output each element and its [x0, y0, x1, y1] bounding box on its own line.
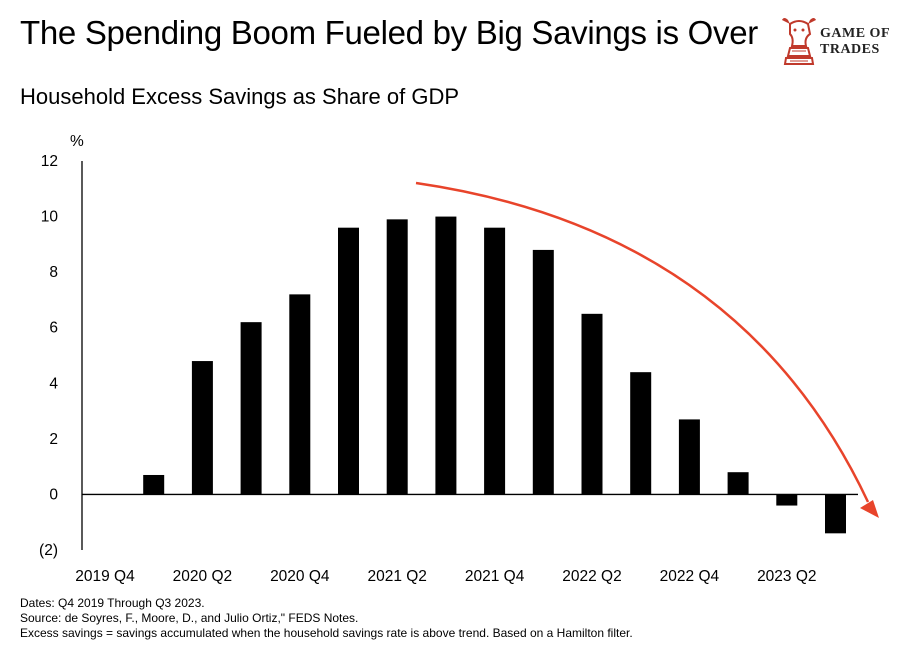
footnote-definition: Excess savings = savings accumulated whe…: [20, 626, 633, 640]
bar: [191, 361, 213, 495]
footnote-source: Source: de Soyres, F., Moore, D., and Ju…: [20, 611, 359, 625]
trend-arrow-line: [415, 181, 870, 503]
bar: [776, 494, 798, 506]
bar: [727, 472, 749, 495]
y-tick-label: 4: [49, 375, 58, 392]
bar: [240, 322, 262, 495]
y-tick-label: 2: [49, 431, 58, 448]
bar: [678, 419, 700, 495]
x-axis: 2019 Q4 2020 Q2 2020 Q4 2021 Q2 2021 Q4 2022 …: [75, 493, 858, 585]
bar: [143, 474, 165, 495]
game-of-trades-logo: GAME OF TRADES: [780, 14, 892, 74]
y-axis-unit: %: [70, 133, 84, 150]
bar: [532, 249, 554, 495]
y-tick-label: (2): [39, 542, 58, 559]
x-tick-label: 2023 Q2: [757, 568, 816, 585]
footnote-dates: Dates: Q4 2019 Through Q3 2023.: [20, 596, 205, 610]
bar: [386, 219, 408, 495]
x-tick-label: 2019 Q4: [75, 568, 135, 585]
y-tick-label: 10: [41, 209, 59, 226]
x-tick-label: 2020 Q2: [173, 568, 232, 585]
chart-title: The Spending Boom Fueled by Big Savings …: [20, 14, 758, 51]
bars: [143, 216, 846, 534]
y-tick-label: 8: [49, 264, 58, 281]
x-tick-label: 2021 Q2: [367, 568, 426, 585]
logo-text-line2: TRADES: [820, 42, 880, 57]
bar: [435, 216, 457, 495]
trend-arrow: [415, 181, 879, 518]
x-tick-label: 2022 Q4: [660, 568, 720, 585]
y-tick-label: 12: [41, 153, 58, 170]
bar: [484, 227, 506, 495]
bar: [289, 294, 311, 495]
x-tick-label: 2021 Q4: [465, 568, 525, 585]
y-tick-label: 6: [49, 320, 58, 337]
bar-chart: % 12 10 8 6 4 2 0 (2) 2019 Q4 2020 Q2 2020 Q4 2021 …: [39, 133, 879, 585]
bull-chess-knight-icon: [782, 18, 816, 65]
bar: [630, 372, 652, 495]
bar: [825, 494, 846, 534]
y-axis: % 12 10 8 6 4 2 0 (2): [39, 133, 84, 559]
logo-text-line1: GAME OF: [820, 26, 890, 41]
y-tick-label: 0: [49, 486, 58, 503]
bar: [581, 313, 603, 495]
bar: [338, 227, 359, 495]
x-tick-label: 2020 Q4: [270, 568, 330, 585]
chart-subtitle: Household Excess Savings as Share of GDP: [20, 84, 460, 109]
x-tick-label: 2022 Q2: [562, 568, 621, 585]
trend-arrow-head: [860, 500, 879, 518]
